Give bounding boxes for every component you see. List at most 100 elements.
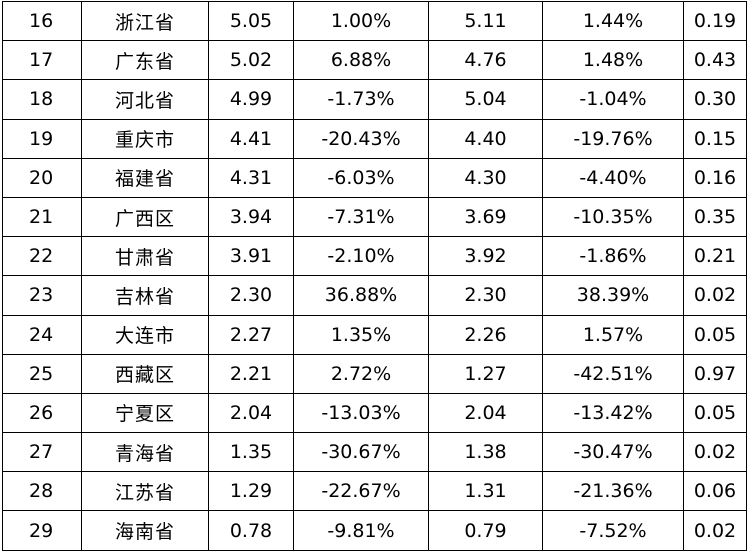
- value-1-cell: 0.78: [208, 510, 294, 551]
- change-2-cell: -42.51%: [542, 353, 684, 394]
- region-cell: 海南省: [81, 510, 209, 551]
- value-2-cell: 2.04: [428, 392, 543, 434]
- value-2-cell: 4.76: [428, 40, 543, 81]
- change-1-cell: -6.03%: [293, 157, 429, 198]
- change-2-cell: -4.40%: [542, 157, 684, 198]
- change-1-cell: -22.67%: [293, 471, 429, 512]
- table-row: 26 宁夏区 2.04 -13.03% 2.04 -13.42% 0.05: [2, 392, 747, 434]
- last-value-cell: 0.35: [683, 196, 747, 238]
- last-value-cell: 0.97: [683, 353, 747, 394]
- rank-cell: 23: [2, 275, 82, 316]
- region-cell: 河北省: [81, 79, 209, 120]
- change-2-cell: -30.47%: [542, 432, 684, 473]
- table-row: 28 江苏省 1.29 -22.67% 1.31 -21.36% 0.06: [2, 471, 747, 512]
- value-1-cell: 5.05: [208, 0, 294, 42]
- last-value-cell: 0.02: [683, 510, 747, 551]
- change-1-cell: 6.88%: [293, 40, 429, 81]
- change-1-cell: 1.35%: [293, 314, 429, 355]
- rank-cell: 16: [2, 0, 82, 42]
- value-2-cell: 1.31: [428, 471, 543, 512]
- region-cell: 宁夏区: [81, 392, 209, 434]
- region-cell: 青海省: [81, 432, 209, 473]
- value-2-cell: 5.11: [428, 0, 543, 42]
- value-1-cell: 4.31: [208, 157, 294, 198]
- table-row: 27 青海省 1.35 -30.67% 1.38 -30.47% 0.02: [2, 432, 747, 473]
- last-value-cell: 0.19: [683, 0, 747, 42]
- value-2-cell: 1.38: [428, 432, 543, 473]
- table-row: 21 广西区 3.94 -7.31% 3.69 -10.35% 0.35: [2, 196, 747, 238]
- value-1-cell: 3.91: [208, 236, 294, 277]
- last-value-cell: 0.21: [683, 236, 747, 277]
- last-value-cell: 0.05: [683, 314, 747, 355]
- table-row: 23 吉林省 2.30 36.88% 2.30 38.39% 0.02: [2, 275, 747, 316]
- value-1-cell: 1.29: [208, 471, 294, 512]
- change-1-cell: -13.03%: [293, 392, 429, 434]
- last-value-cell: 0.06: [683, 471, 747, 512]
- change-1-cell: 36.88%: [293, 275, 429, 316]
- value-2-cell: 1.27: [428, 353, 543, 394]
- change-1-cell: -1.73%: [293, 79, 429, 120]
- last-value-cell: 0.16: [683, 157, 747, 198]
- rank-cell: 29: [2, 510, 82, 551]
- rank-cell: 18: [2, 79, 82, 120]
- value-1-cell: 2.21: [208, 353, 294, 394]
- value-1-cell: 1.35: [208, 432, 294, 473]
- change-1-cell: -7.31%: [293, 196, 429, 238]
- change-1-cell: 1.00%: [293, 0, 429, 42]
- value-2-cell: 2.26: [428, 314, 543, 355]
- region-cell: 江苏省: [81, 471, 209, 512]
- region-cell: 福建省: [81, 157, 209, 198]
- change-2-cell: -19.76%: [542, 118, 684, 159]
- region-cell: 浙江省: [81, 0, 209, 42]
- value-1-cell: 2.04: [208, 392, 294, 434]
- value-1-cell: 3.94: [208, 196, 294, 238]
- change-2-cell: -7.52%: [542, 510, 684, 551]
- rank-cell: 28: [2, 471, 82, 512]
- last-value-cell: 0.05: [683, 392, 747, 434]
- table-row: 18 河北省 4.99 -1.73% 5.04 -1.04% 0.30: [2, 79, 747, 120]
- change-2-cell: -1.04%: [542, 79, 684, 120]
- change-2-cell: 1.57%: [542, 314, 684, 355]
- change-1-cell: -30.67%: [293, 432, 429, 473]
- change-2-cell: 1.44%: [542, 0, 684, 42]
- value-2-cell: 2.30: [428, 275, 543, 316]
- change-2-cell: 38.39%: [542, 275, 684, 316]
- rank-cell: 20: [2, 157, 82, 198]
- region-cell: 西藏区: [81, 353, 209, 394]
- region-cell: 大连市: [81, 314, 209, 355]
- table-row: 24 大连市 2.27 1.35% 2.26 1.57% 0.05: [2, 314, 747, 355]
- last-value-cell: 0.30: [683, 79, 747, 120]
- change-1-cell: -20.43%: [293, 118, 429, 159]
- table-row: 19 重庆市 4.41 -20.43% 4.40 -19.76% 0.15: [2, 118, 747, 159]
- value-2-cell: 4.40: [428, 118, 543, 159]
- rank-cell: 22: [2, 236, 82, 277]
- table-row: 20 福建省 4.31 -6.03% 4.30 -4.40% 0.16: [2, 157, 747, 198]
- table-row: 22 甘肃省 3.91 -2.10% 3.92 -1.86% 0.21: [2, 236, 747, 277]
- rank-cell: 24: [2, 314, 82, 355]
- region-cell: 广西区: [81, 196, 209, 238]
- change-1-cell: -9.81%: [293, 510, 429, 551]
- table-row: 16 浙江省 5.05 1.00% 5.11 1.44% 0.19: [2, 0, 747, 42]
- table-row: 25 西藏区 2.21 2.72% 1.27 -42.51% 0.97: [2, 353, 747, 394]
- last-value-cell: 0.15: [683, 118, 747, 159]
- table-row: 29 海南省 0.78 -9.81% 0.79 -7.52% 0.02: [2, 510, 747, 551]
- change-1-cell: -2.10%: [293, 236, 429, 277]
- last-value-cell: 0.02: [683, 275, 747, 316]
- rank-cell: 21: [2, 196, 82, 238]
- change-2-cell: 1.48%: [542, 40, 684, 81]
- value-2-cell: 0.79: [428, 510, 543, 551]
- value-1-cell: 5.02: [208, 40, 294, 81]
- change-2-cell: -10.35%: [542, 196, 684, 238]
- rank-cell: 19: [2, 118, 82, 159]
- region-cell: 甘肃省: [81, 236, 209, 277]
- rank-cell: 17: [2, 40, 82, 81]
- value-1-cell: 2.30: [208, 275, 294, 316]
- change-2-cell: -1.86%: [542, 236, 684, 277]
- value-1-cell: 4.99: [208, 79, 294, 120]
- value-1-cell: 4.41: [208, 118, 294, 159]
- value-1-cell: 2.27: [208, 314, 294, 355]
- rank-cell: 27: [2, 432, 82, 473]
